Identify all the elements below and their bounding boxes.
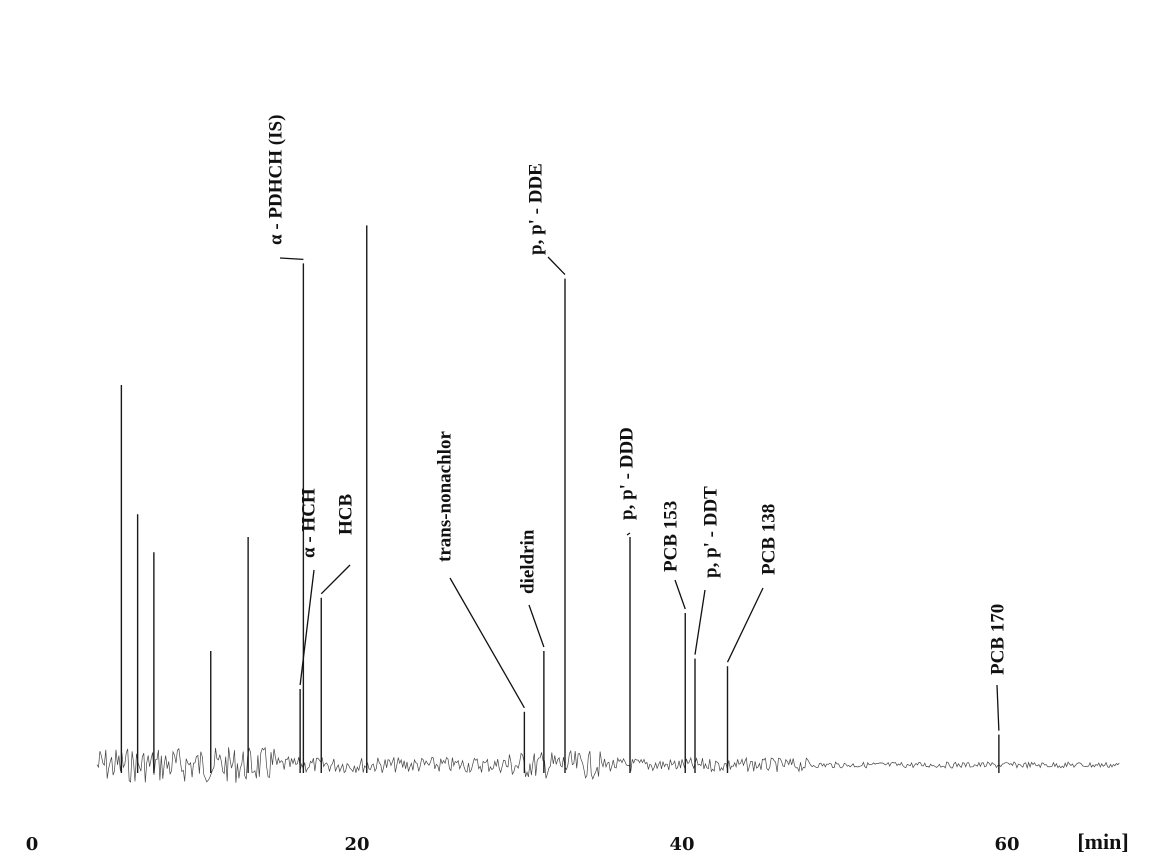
peaks-layer [120, 225, 1000, 773]
x-tick-label: 60 [994, 834, 1019, 855]
label-pcb-170: PCB 170 [987, 604, 1008, 675]
label-pcb-153: PCB 153 [660, 501, 681, 572]
label-α-pdhch-is: α - PDHCH (IS) [265, 115, 286, 245]
label-pcb-138: PCB 138 [758, 504, 779, 575]
peak-labels: α - HCH HCB α - PDHCH (IS) trans-nonachlor d… [265, 115, 1008, 731]
label-hcb: HCB [335, 494, 356, 536]
x-axis-unit: [min] [1077, 829, 1128, 854]
label-trans-nonachlor: trans-nonachlor [434, 431, 455, 562]
leader-α-hch [299, 569, 315, 686]
leader-pcb-153 [674, 579, 686, 610]
x-tick-label: 0 [26, 834, 39, 855]
leader-pcb-138 [726, 587, 764, 663]
leader-dieldrin [528, 604, 545, 648]
x-axis: 0 20 40 60 [26, 834, 1020, 855]
label-p-p-ddt: p, p' - DDT [700, 486, 721, 578]
leader-p-p-dde [547, 256, 566, 276]
leader-p-p-ddt [694, 589, 706, 655]
label-dieldrin: dieldrin [517, 529, 538, 594]
x-tick-label: 20 [344, 834, 369, 855]
x-tick-label: 40 [669, 834, 694, 855]
leader-p-p-ddd [626, 532, 631, 536]
baseline-signal [96, 746, 1120, 783]
label-p-p-dde: p, p' - DDE [525, 163, 546, 255]
leader-α-pdhch-is [279, 257, 304, 261]
label-α-hch: α - HCH [298, 488, 319, 558]
baseline-trace [96, 746, 1120, 783]
leader-trans-nonachlor [449, 577, 525, 709]
leader-hcb [320, 564, 351, 595]
leader-pcb-170 [996, 684, 1000, 731]
label-p-p-ddd: p, p' - DDD [616, 427, 637, 520]
